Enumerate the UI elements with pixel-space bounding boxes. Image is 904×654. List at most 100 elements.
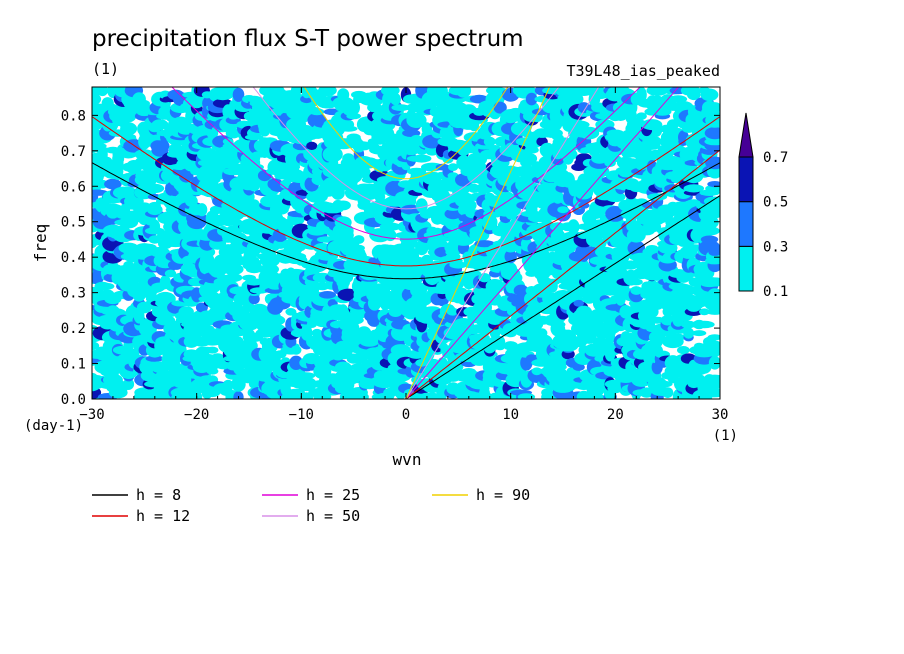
spectral-blob bbox=[148, 201, 161, 209]
spectral-blob bbox=[478, 273, 491, 283]
spectral-blob bbox=[579, 126, 600, 140]
spectral-blob bbox=[406, 167, 427, 176]
x-tick-label: −30 bbox=[79, 407, 104, 423]
spectral-blob bbox=[495, 335, 506, 348]
spectral-blob bbox=[705, 156, 720, 170]
spectral-blob bbox=[563, 92, 584, 107]
spectral-blob bbox=[708, 102, 720, 114]
spectral-blob bbox=[687, 87, 700, 97]
legend-label: h = 8 bbox=[136, 486, 181, 504]
spectral-blob bbox=[248, 199, 260, 212]
spectral-blob bbox=[196, 203, 208, 217]
spectral-blob bbox=[101, 97, 114, 110]
y-axis-label: freq bbox=[31, 224, 50, 263]
kelvin-curve bbox=[405, 149, 720, 399]
spectral-blob bbox=[263, 250, 277, 263]
ig-curve bbox=[171, 87, 641, 240]
spectral-blob bbox=[296, 377, 317, 392]
y-tick-label: 0.4 bbox=[61, 250, 86, 266]
colorbar-segment bbox=[738, 156, 754, 203]
spectral-blob bbox=[149, 219, 161, 234]
spectral-blob bbox=[531, 367, 543, 376]
spectral-blob bbox=[352, 244, 365, 252]
spectral-blob bbox=[605, 191, 626, 203]
spectral-blob bbox=[348, 183, 360, 194]
spectral-blob bbox=[92, 286, 105, 303]
spectral-blob bbox=[704, 277, 720, 287]
spectral-blob bbox=[421, 122, 433, 136]
spectral-blob bbox=[693, 320, 715, 329]
spectral-blob bbox=[708, 248, 720, 256]
spectral-blob bbox=[699, 308, 710, 316]
spectral-blob bbox=[684, 244, 704, 252]
spectral-blob bbox=[287, 388, 306, 397]
spectral-blob bbox=[249, 256, 260, 265]
y-tick-label: 0.2 bbox=[61, 321, 86, 337]
kelvin-curve bbox=[405, 87, 600, 399]
spectral-blob bbox=[636, 87, 647, 103]
spectral-blob bbox=[353, 235, 365, 244]
spectral-blob bbox=[448, 163, 459, 172]
spectral-blob bbox=[265, 323, 286, 334]
y-tick-label: 0.1 bbox=[61, 357, 86, 373]
spectral-blob bbox=[306, 141, 318, 150]
spectral-blob bbox=[651, 121, 663, 137]
spectral-blob bbox=[224, 273, 243, 283]
spectral-blob bbox=[513, 284, 529, 297]
spectral-blob bbox=[145, 183, 165, 194]
spectral-blob bbox=[504, 262, 518, 277]
spectral-blob bbox=[700, 88, 719, 102]
spectral-blob bbox=[390, 344, 411, 357]
spectral-blob bbox=[557, 206, 569, 214]
colorbar-label: 0.5 bbox=[763, 195, 788, 211]
spectral-blob bbox=[120, 122, 138, 136]
spectral-blob bbox=[185, 195, 198, 207]
spectral-blob bbox=[449, 261, 468, 269]
spectral-blob bbox=[346, 133, 361, 142]
spectral-blob bbox=[123, 261, 134, 269]
spectral-blob bbox=[707, 181, 720, 188]
spectral-blob bbox=[707, 288, 720, 302]
spectral-blob bbox=[704, 374, 720, 386]
spectral-blob bbox=[629, 278, 643, 286]
spectral-blob bbox=[289, 355, 303, 370]
spectral-blob bbox=[707, 340, 720, 352]
spectral-blob bbox=[525, 92, 538, 106]
spectral-blob bbox=[170, 360, 182, 374]
legend-label: h = 25 bbox=[306, 486, 360, 504]
spectral-blob bbox=[384, 229, 397, 242]
spectral-blob bbox=[474, 240, 495, 248]
spectral-blob bbox=[567, 120, 590, 129]
spectral-blob bbox=[700, 235, 719, 244]
spectral-blob bbox=[617, 165, 634, 178]
spectral-blob bbox=[517, 393, 536, 399]
spectral-blob bbox=[589, 165, 610, 178]
spectral-blob bbox=[297, 372, 316, 379]
spectral-blob bbox=[248, 293, 260, 305]
spectral-blob bbox=[485, 279, 505, 294]
spectral-blob bbox=[315, 282, 330, 291]
x-tick-label: 20 bbox=[607, 407, 624, 423]
y-axis-unit: (day-1) bbox=[24, 418, 83, 434]
spectral-blob bbox=[677, 346, 690, 355]
spectral-blob bbox=[348, 321, 360, 337]
spectral-blob bbox=[290, 345, 302, 355]
spectral-blob bbox=[509, 272, 523, 283]
spectral-blob bbox=[552, 190, 564, 204]
spectral-blob bbox=[461, 199, 477, 212]
spectral-blob bbox=[515, 87, 538, 95]
spectral-blob bbox=[707, 334, 720, 341]
axis-ticks: −30 −20 −10 0 10 20 30 0.0 0.1 0.2 0.3 0.4 0.5 0.6 0.7… bbox=[61, 87, 728, 423]
spectral-blob bbox=[449, 287, 467, 294]
colorbar-segment bbox=[738, 245, 754, 292]
spectral-blob bbox=[335, 340, 351, 351]
spectral-blob bbox=[319, 291, 336, 299]
spectral-blob bbox=[223, 263, 244, 276]
spectral-blob bbox=[497, 219, 514, 234]
spectral-blob bbox=[708, 356, 720, 370]
x-tick-label: −10 bbox=[289, 407, 314, 423]
spectral-blob bbox=[225, 127, 241, 139]
spectral-blob bbox=[145, 355, 164, 362]
colorbar-extension bbox=[738, 112, 754, 158]
